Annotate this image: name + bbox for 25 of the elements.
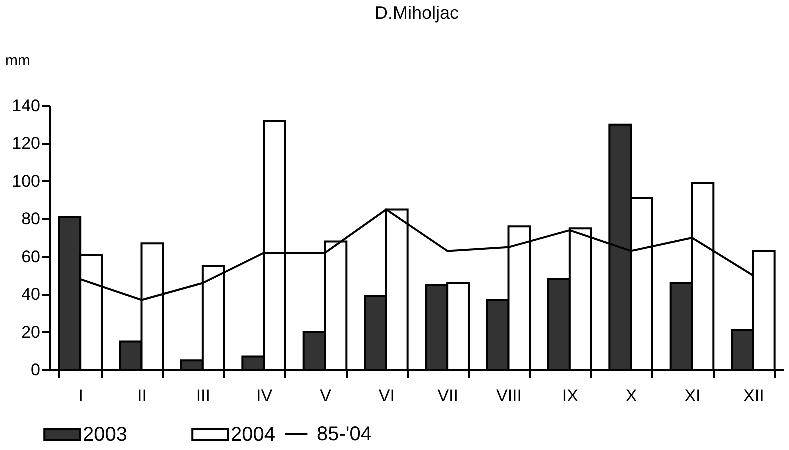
y-tick-label: 140 xyxy=(12,96,40,116)
chart-title: D.Miholjac xyxy=(374,3,460,23)
legend-label: 2003 xyxy=(83,424,128,446)
y-tick-label: 60 xyxy=(22,247,40,266)
y-tick-label: 40 xyxy=(22,285,40,304)
x-tick-label: VI xyxy=(378,386,395,406)
x-tick-label: VIII xyxy=(496,386,522,406)
y-tick-label: 80 xyxy=(22,210,40,229)
x-tick-label: V xyxy=(320,386,332,406)
x-tick-label: VII xyxy=(438,386,458,406)
y-tick-label: 100 xyxy=(12,172,40,191)
x-tick-label: II xyxy=(138,386,147,406)
x-tick-label: I xyxy=(78,386,84,406)
x-tick-label: IX xyxy=(562,386,578,406)
x-tick-label: XII xyxy=(744,386,764,406)
y-tick-label: 0 xyxy=(31,360,40,380)
legend-label: 85-'04 xyxy=(317,424,372,446)
x-tick-label: XI xyxy=(684,386,701,406)
legend-label: 2004 xyxy=(231,424,276,446)
y-tick-label: 20 xyxy=(22,322,40,342)
x-tick-label: III xyxy=(196,386,211,406)
x-tick-label: IV xyxy=(256,386,274,406)
y-axis-title: mm xyxy=(6,52,30,70)
x-tick-label: X xyxy=(626,386,638,406)
y-tick-label: 120 xyxy=(12,134,40,154)
